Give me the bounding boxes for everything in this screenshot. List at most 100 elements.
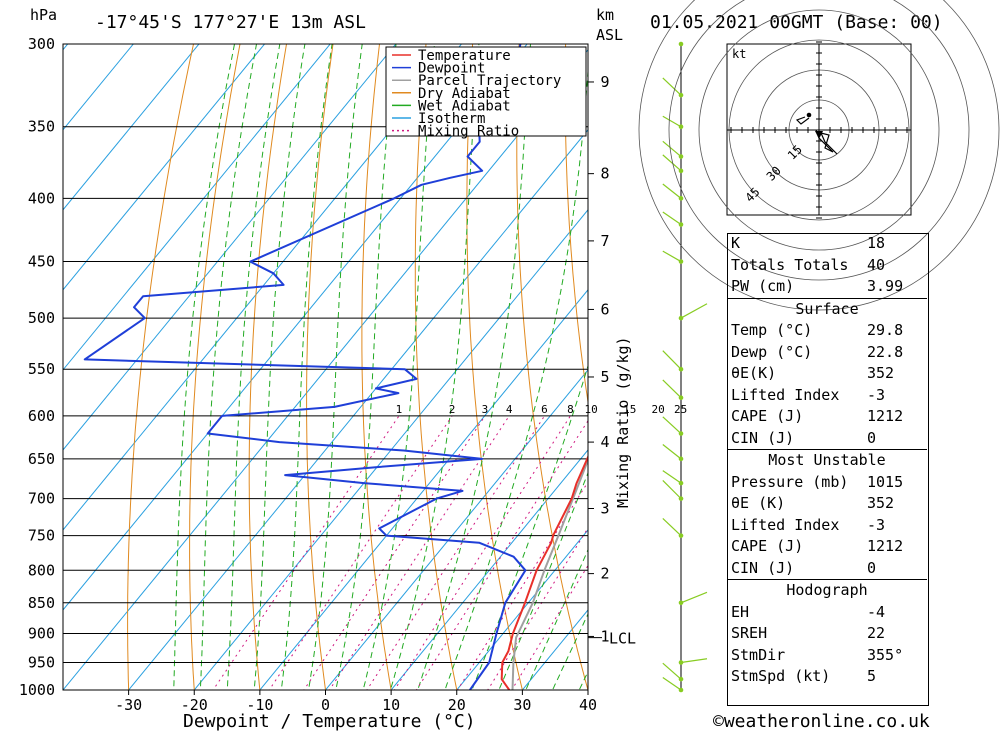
wind-barb: [662, 183, 682, 199]
index-row: CIN (J) 0: [727, 428, 927, 450]
legend-entry: Dry Adiabat: [418, 86, 511, 102]
hodograph-units: kt: [732, 47, 746, 61]
x-tick-label: 20: [448, 696, 466, 714]
pressure-tick-label: 900: [28, 624, 55, 642]
wet-adiabat-line: [362, 44, 436, 690]
hodograph-ring: [698, 9, 940, 251]
index-label: θE (K): [731, 494, 786, 512]
wind-barb: [662, 77, 682, 96]
hodograph-trace-upper: [795, 116, 810, 125]
index-label: Temp (°C): [731, 321, 813, 339]
hodograph-point: [806, 112, 812, 118]
isotherm-line: [127, 128, 588, 690]
temperature-line: [500, 454, 588, 690]
wet-adiabat-line: [253, 44, 306, 690]
dry-adiabat-line: [361, 44, 392, 690]
index-label: Dewp (°C): [731, 342, 813, 361]
dry-adiabat-line: [306, 44, 334, 690]
section-title: Hodograph: [727, 579, 927, 602]
section-title: Most Unstable: [727, 449, 927, 472]
datetime-title: 01.05.2021 00GMT (Base: 00): [650, 12, 943, 33]
isotherm-line: [259, 289, 588, 690]
index-value: -3: [867, 385, 886, 404]
wet-adiabat-line: [199, 44, 258, 690]
wind-barb: [662, 444, 682, 460]
wind-barb: [662, 250, 682, 263]
units-km: km: [596, 6, 614, 24]
dry-adiabat-line: [516, 44, 588, 690]
index-row: SREH 22: [727, 623, 927, 645]
km-tick-label: 5: [600, 368, 609, 386]
index-label: Pressure (mb): [731, 472, 849, 491]
x-tick-label: 10: [382, 696, 400, 714]
pressure-tick-label: 850: [28, 594, 55, 612]
index-row: Temp (°C) 29.8: [727, 320, 927, 342]
km-tick-label: 3: [600, 499, 609, 517]
index-label: Totals Totals: [731, 255, 849, 274]
storm-motion-marker: [815, 131, 823, 139]
index-row: Dewp (°C) 22.8: [727, 342, 927, 364]
legend-box: [385, 46, 587, 137]
hodograph-trace-lower: [815, 129, 838, 155]
index-row: K 18: [727, 233, 927, 255]
index-value: 1212: [867, 537, 904, 555]
index-row: Pressure (mb) 1015: [727, 472, 927, 494]
index-row: PW (cm) 3.99: [727, 276, 927, 298]
index-label: θE(K): [731, 364, 777, 382]
index-value: 5: [867, 667, 877, 685]
index-label: Lifted Index: [731, 515, 840, 534]
section-header: Surface: [727, 297, 927, 320]
legend-entry: Dewpoint: [418, 61, 485, 77]
index-row: CAPE (J) 1212: [727, 406, 927, 428]
wet-adiabat-line: [335, 44, 397, 690]
mixing-ratio-tick-label: 2: [449, 403, 456, 416]
index-value: 352: [867, 494, 895, 512]
wet-adiabat-line: [471, 364, 588, 690]
dry-adiabat-line: [977, 7, 1000, 716]
index-row: Totals Totals 40: [727, 255, 927, 277]
axis-labels: 1234681015202530035040045050055060065070…: [19, 35, 687, 714]
pressure-tick-label: 350: [28, 118, 55, 136]
index-value: 22: [867, 624, 886, 642]
wind-barb: [662, 350, 682, 370]
wet-adiabat-line: [280, 44, 333, 690]
index-value: 1015: [867, 472, 904, 491]
index-value: 18: [867, 234, 886, 252]
legend-entry: Wet Adiabat: [418, 98, 511, 114]
wet-adiabat-line: [173, 44, 236, 690]
wind-profile: [662, 41, 708, 693]
index-value: 1212: [867, 407, 904, 425]
pressure-tick-label: 450: [28, 253, 55, 271]
dry-adiabat-line: [466, 44, 523, 690]
wind-barb: [662, 517, 682, 537]
background-lines: [63, 7, 1000, 716]
units-asl: ASL: [596, 26, 623, 44]
wind-barb: [662, 154, 682, 172]
index-label: StmSpd (kt): [731, 667, 831, 685]
section-header: Most Unstable: [727, 449, 927, 472]
indices-table: K 18 Totals Totals 40 PW (cm) 3.99 Surface Temp…: [727, 233, 927, 688]
parcel-trajectory-line: [511, 457, 588, 690]
index-label: EH: [731, 602, 750, 621]
index-label: SREH: [731, 624, 768, 642]
pressure-tick-label: 500: [28, 309, 55, 327]
mixing-ratio-line: [328, 415, 510, 690]
index-value: 352: [867, 364, 895, 382]
isotherm-line: [63, 44, 331, 371]
x-axis-label: Dewpoint / Temperature (°C): [183, 711, 476, 732]
mixing-ratio-line: [366, 415, 545, 690]
dry-adiabat-line: [564, 44, 588, 406]
wind-barb: [662, 416, 682, 434]
index-label: CAPE (J): [731, 537, 804, 555]
index-label: StmDir: [731, 645, 786, 664]
index-row: Lifted Index -3: [727, 515, 927, 537]
legend-entry: Isotherm: [418, 111, 485, 127]
index-value: 3.99: [867, 277, 904, 295]
dry-adiabat-line: [127, 44, 195, 690]
index-value: -3: [867, 515, 886, 534]
isotherm-line: [63, 44, 134, 131]
mixing-ratio-tick-label: 4: [506, 403, 513, 416]
isotherm-line: [193, 209, 588, 690]
